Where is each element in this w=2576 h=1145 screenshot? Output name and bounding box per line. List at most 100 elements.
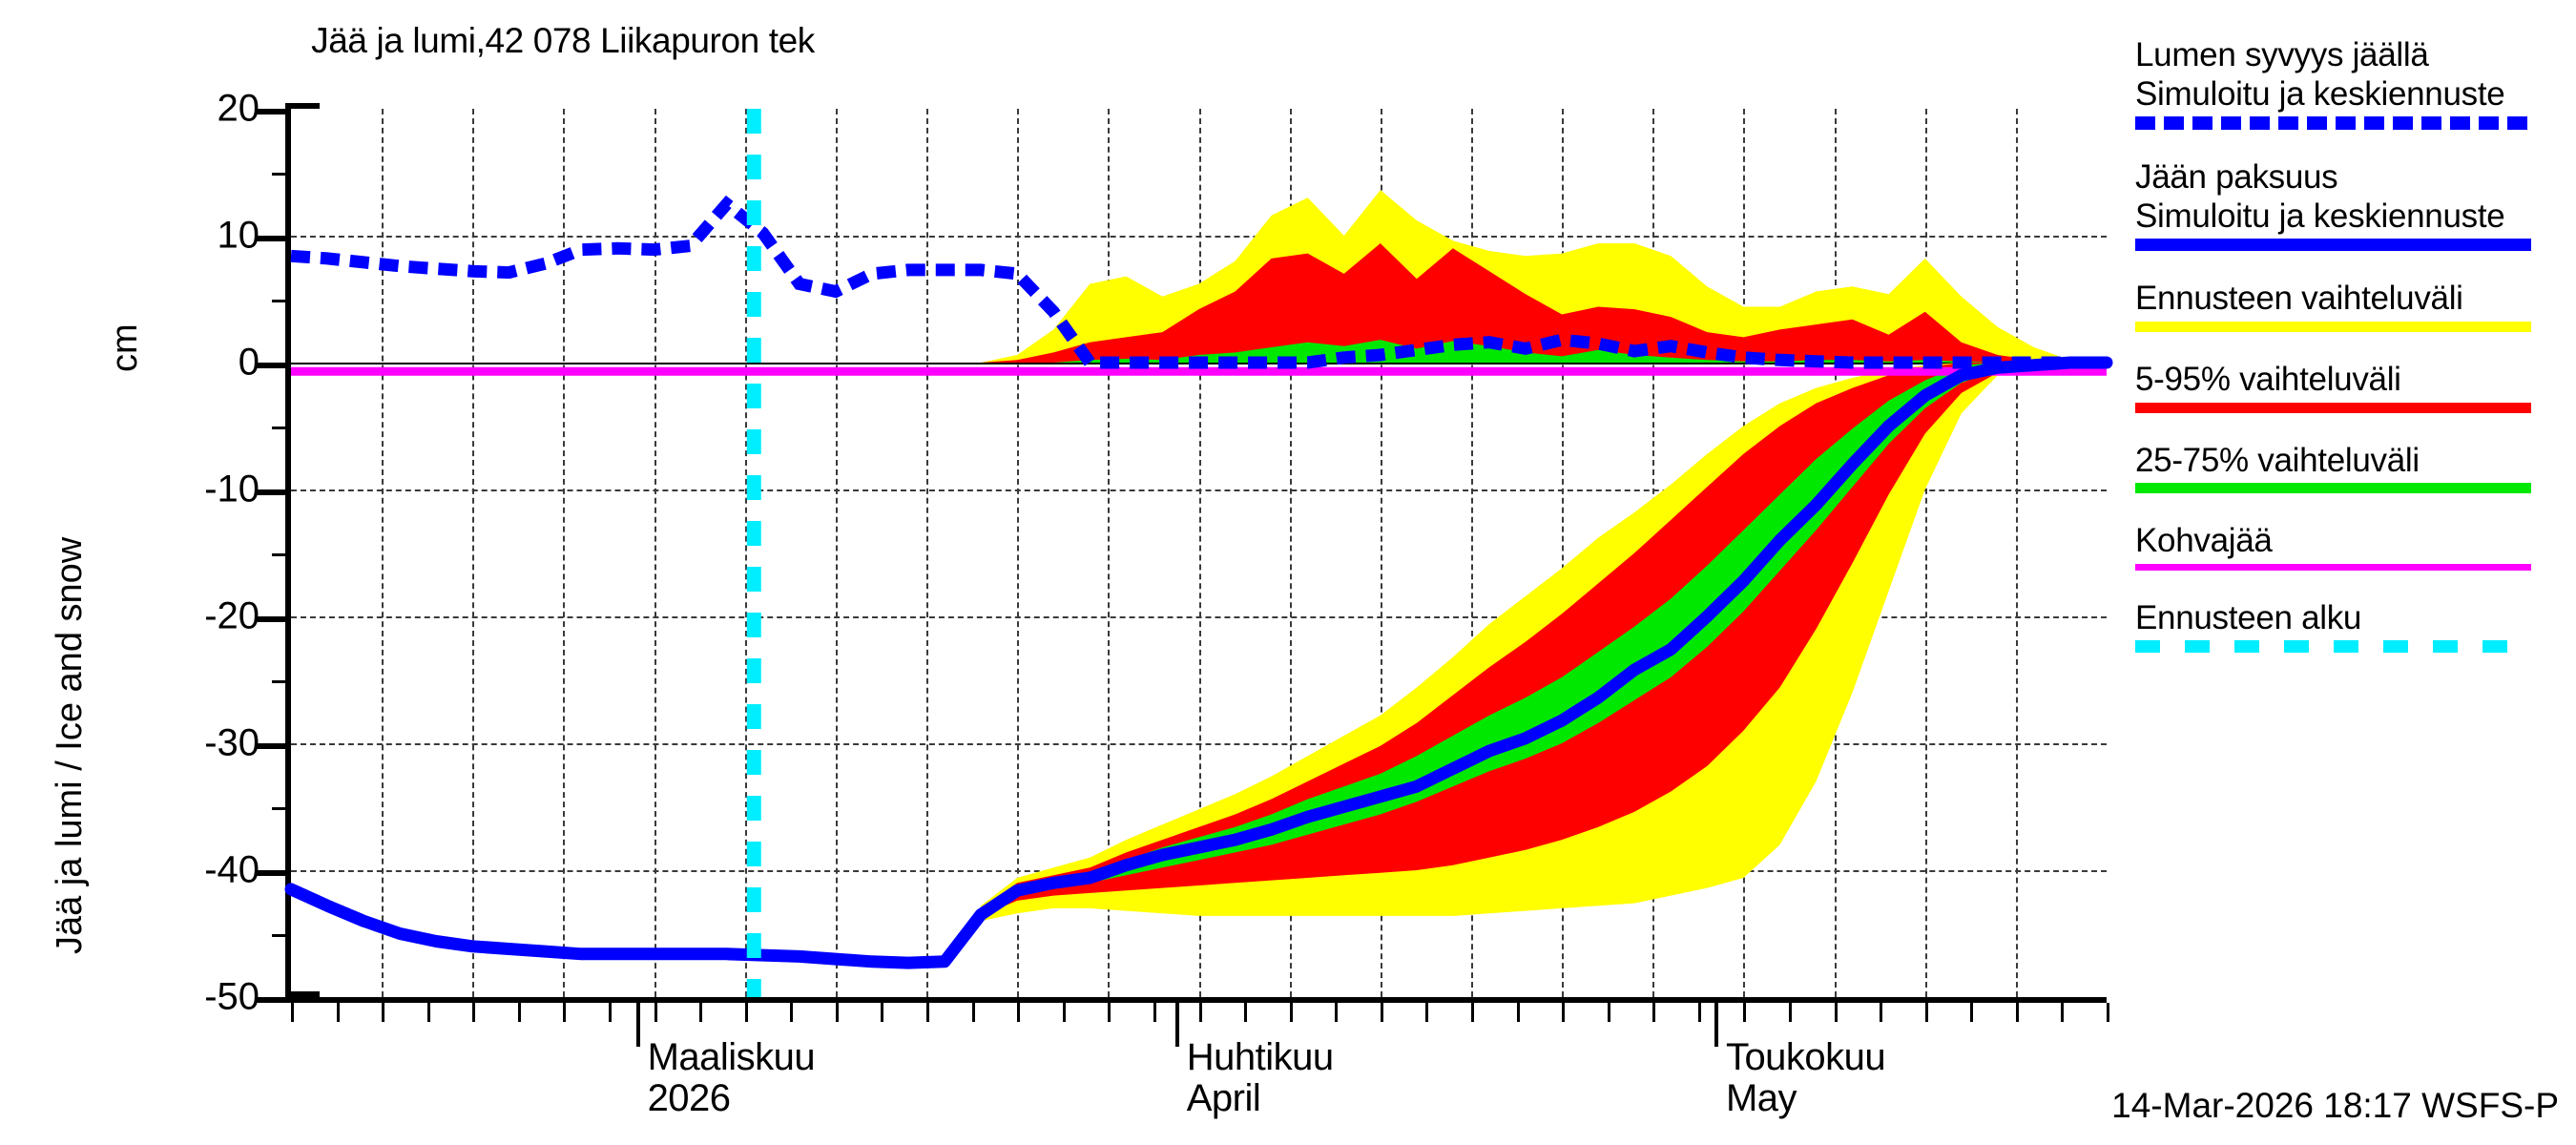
legend-item-subtitle: Simuloitu ja keskiennuste <box>2135 74 2505 113</box>
x-tick-minor <box>1244 1003 1248 1022</box>
footer-timestamp: 14-Mar-2026 18:17 WSFS-P <box>2111 1086 2559 1125</box>
x-axis-label-fi: Huhtikuu <box>1186 1036 1334 1078</box>
legend-swatch-solid-green <box>2135 483 2531 494</box>
snow-band-5-95 <box>981 243 2107 363</box>
legend-spacer <box>2135 251 2574 272</box>
y-tick-label: -50 <box>204 975 260 1018</box>
y-tick-major <box>257 236 291 241</box>
x-tick-minor <box>1652 1003 1656 1022</box>
gridline-vertical <box>835 109 838 997</box>
x-tick-minor <box>2015 1003 2019 1022</box>
x-tick-minor <box>2107 1003 2109 1022</box>
legend-item: Ennusteen vaihteluväli <box>2135 280 2574 353</box>
gridline-vertical <box>1289 109 1292 997</box>
x-tick-minor <box>1425 1003 1429 1022</box>
x-tick-major <box>1174 1003 1179 1047</box>
x-tick-minor <box>1788 1003 1792 1022</box>
x-tick-minor <box>971 1003 975 1022</box>
x-tick-minor <box>291 1003 294 1022</box>
gridline-vertical <box>1562 109 1565 997</box>
x-tick-minor <box>1017 1003 1021 1022</box>
x-tick-minor <box>1153 1003 1156 1022</box>
x-axis-label-sub: April <box>1186 1077 1261 1120</box>
x-tick-minor <box>1380 1003 1383 1022</box>
x-tick-minor <box>881 1003 884 1022</box>
gridline-vertical <box>1924 109 1927 997</box>
gridline-vertical <box>1198 109 1201 997</box>
x-tick-minor <box>926 1003 930 1022</box>
legend-spacer <box>2135 413 2574 434</box>
legend-spacer <box>2135 332 2574 353</box>
y-tick-minor <box>272 933 291 937</box>
y-tick-major <box>257 997 291 1003</box>
x-tick-minor <box>1924 1003 1928 1022</box>
x-axis-label-sub: 2026 <box>647 1077 731 1120</box>
x-tick-minor <box>1289 1003 1293 1022</box>
x-axis-line <box>291 997 2107 1003</box>
x-axis-label-sub: May <box>1725 1077 1797 1120</box>
legend-item: Jään paksuus Simuloitu ja keskiennuste <box>2135 158 2574 272</box>
legend-swatch-solid-red <box>2135 402 2531 413</box>
page-title: Jää ja lumi,42 078 Liikapuron tek <box>311 21 815 60</box>
x-tick-minor <box>1834 1003 1838 1022</box>
x-tick-minor <box>426 1003 430 1022</box>
plot-area <box>257 103 2113 1047</box>
x-axis-label-fi: Toukokuu <box>1725 1036 1886 1078</box>
x-tick-minor <box>382 1003 385 1022</box>
gridline-vertical <box>1017 109 1020 997</box>
y-tick-major <box>257 109 291 114</box>
y-tick-minor <box>272 552 291 556</box>
y-tick-major <box>257 743 291 749</box>
x-axis-label: Huhtikuu April <box>1186 1036 1334 1120</box>
gridline-vertical <box>1380 109 1382 997</box>
x-tick-minor <box>744 1003 748 1022</box>
x-tick-minor <box>2061 1003 2065 1022</box>
x-tick-minor <box>1743 1003 1747 1022</box>
y-tick-minor <box>272 806 291 810</box>
x-tick-minor <box>1607 1003 1610 1022</box>
y-tick-minor <box>272 426 291 429</box>
gridline-vertical <box>744 109 747 997</box>
legend-item: 5-95% vaihteluväli <box>2135 361 2574 434</box>
x-tick-minor <box>1062 1003 1066 1022</box>
y-tick-label: -40 <box>204 848 260 891</box>
x-axis-label: Maaliskuu 2026 <box>647 1036 816 1120</box>
x-tick-minor <box>1880 1003 1883 1022</box>
legend-item: Ennusteen alku <box>2135 599 2574 675</box>
gridline-vertical <box>1470 109 1473 997</box>
legend-swatch-solid-blue <box>2135 239 2531 252</box>
y-tick-minor <box>272 299 291 302</box>
x-tick-minor <box>472 1003 476 1022</box>
x-tick-minor <box>1470 1003 1474 1022</box>
x-axis-label-fi: Maaliskuu <box>647 1036 816 1078</box>
legend-swatch-solid-magenta <box>2135 563 2531 571</box>
legend-item-title: 5-95% vaihteluväli <box>2135 360 2401 398</box>
x-tick-minor <box>563 1003 567 1022</box>
legend-swatch-dash-blue <box>2135 116 2531 131</box>
x-axis-label: Toukokuu May <box>1725 1036 1886 1120</box>
gridline-vertical <box>563 109 566 997</box>
x-tick-minor <box>609 1003 613 1022</box>
series-line-layer <box>284 109 2113 997</box>
x-tick-major <box>635 1003 640 1047</box>
x-tick-minor <box>517 1003 521 1022</box>
gridline-vertical <box>926 109 929 997</box>
x-tick-minor <box>835 1003 839 1022</box>
legend-swatch-dash-cyan <box>2135 640 2531 654</box>
x-tick-minor <box>1516 1003 1520 1022</box>
ice-thickness-line <box>284 356 2113 969</box>
legend-item: Lumen syvyys jäällä Simuloitu ja keskienn… <box>2135 36 2574 151</box>
y-tick-label: 0 <box>238 341 260 384</box>
gridline-vertical <box>472 109 475 997</box>
legend-item-title: 25-75% vaihteluväli <box>2135 441 2420 479</box>
gridline-vertical <box>654 109 656 997</box>
y-tick-label: 20 <box>217 87 260 130</box>
x-tick-minor <box>1335 1003 1339 1022</box>
y-tick-label: -20 <box>204 594 260 637</box>
x-tick-minor <box>1970 1003 1974 1022</box>
legend-spacer <box>2135 653 2574 674</box>
legend-item-title: Kohvajää <box>2135 522 2273 560</box>
y-tick-major <box>257 870 291 876</box>
y-axis-title: Jää ja lumi / Ice and snow <box>50 536 90 954</box>
